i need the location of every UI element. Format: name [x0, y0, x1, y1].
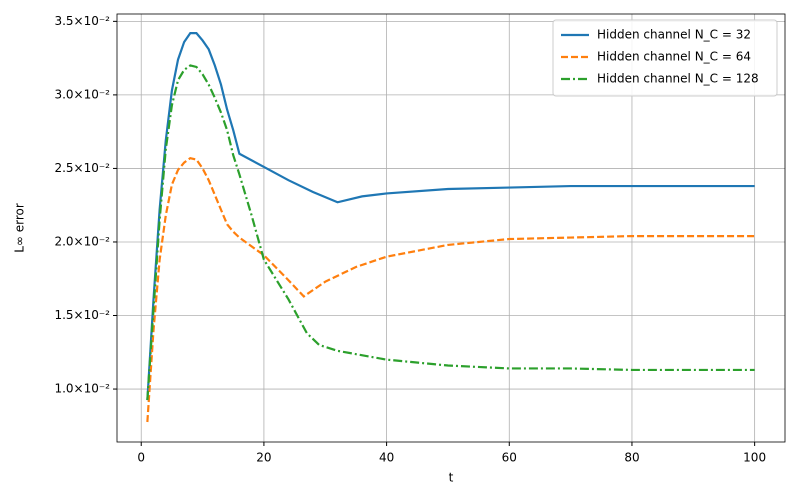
y-tick-label: 3.5×10⁻² [54, 14, 110, 28]
plot-frame [116, 13, 786, 443]
x-tick-label: 40 [379, 451, 394, 465]
legend-label: Hidden channel N_C = 128 [597, 72, 759, 86]
x-tick-label: 60 [502, 451, 517, 465]
legend-label: Hidden channel N_C = 32 [597, 28, 751, 42]
y-tick-label: 1.5×10⁻² [54, 308, 110, 322]
legend-label: Hidden channel N_C = 64 [597, 50, 751, 64]
y-tick-label: 2.0×10⁻² [54, 234, 110, 248]
y-tick-label: 3.0×10⁻² [54, 87, 110, 101]
x-tick-label: 100 [743, 451, 766, 465]
x-axis-label: t [449, 471, 454, 485]
legend-box [552, 19, 778, 97]
series-line [146, 64, 755, 401]
x-tick-label: 20 [256, 451, 271, 465]
legend: Hidden channel N_C = 32 Hidden channel N_… [552, 19, 778, 97]
x-tick-label: 0 [137, 451, 145, 465]
y-tick-label: 2.5×10⁻² [54, 161, 110, 175]
series-line [146, 156, 755, 423]
x-tick-label: 80 [624, 451, 639, 465]
y-tick-label: 1.0×10⁻² [54, 382, 110, 396]
series-line [146, 32, 755, 401]
y-axis-label: L∞ error [13, 203, 27, 253]
